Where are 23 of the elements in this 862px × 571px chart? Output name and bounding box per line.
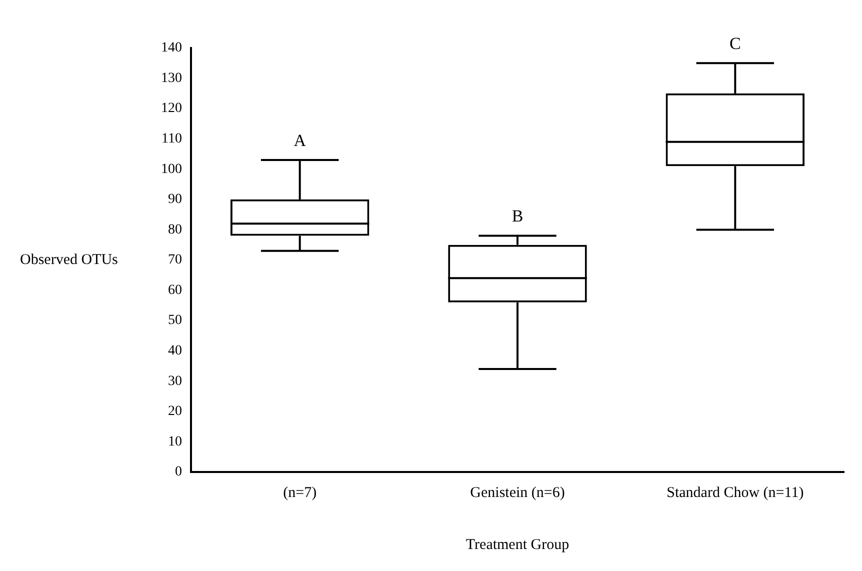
y-tick-label: 100 — [161, 162, 182, 177]
y-tick-label: 130 — [161, 70, 182, 86]
y-tick-label: 30 — [168, 374, 182, 389]
y-tick-label: 110 — [162, 132, 182, 147]
y-tick-label: 70 — [168, 252, 182, 268]
y-axis-title: Observed OTUs — [20, 252, 118, 268]
y-tick-label: 50 — [168, 313, 182, 328]
y-tick-label: 40 — [168, 344, 182, 359]
x-axis-title: Treatment Group — [466, 536, 570, 553]
annotation: C — [729, 34, 741, 54]
y-tick-label: 120 — [161, 101, 182, 116]
x-tick-label: Genistein (n=6) — [470, 484, 565, 501]
y-tick-label: 140 — [161, 40, 182, 56]
x-tick-label: Standard Chow (n=11) — [666, 484, 804, 501]
y-tick-label: 0 — [175, 464, 182, 480]
y-tick-label: 10 — [168, 434, 182, 450]
annotation: A — [294, 131, 307, 150]
y-tick-label: 60 — [168, 282, 182, 298]
y-tick-label: 20 — [168, 404, 182, 420]
annotation: B — [512, 206, 524, 226]
y-tick-label: 80 — [168, 222, 182, 238]
x-tick-label: (n=7) — [283, 484, 317, 501]
y-tick-label: 90 — [168, 192, 182, 208]
